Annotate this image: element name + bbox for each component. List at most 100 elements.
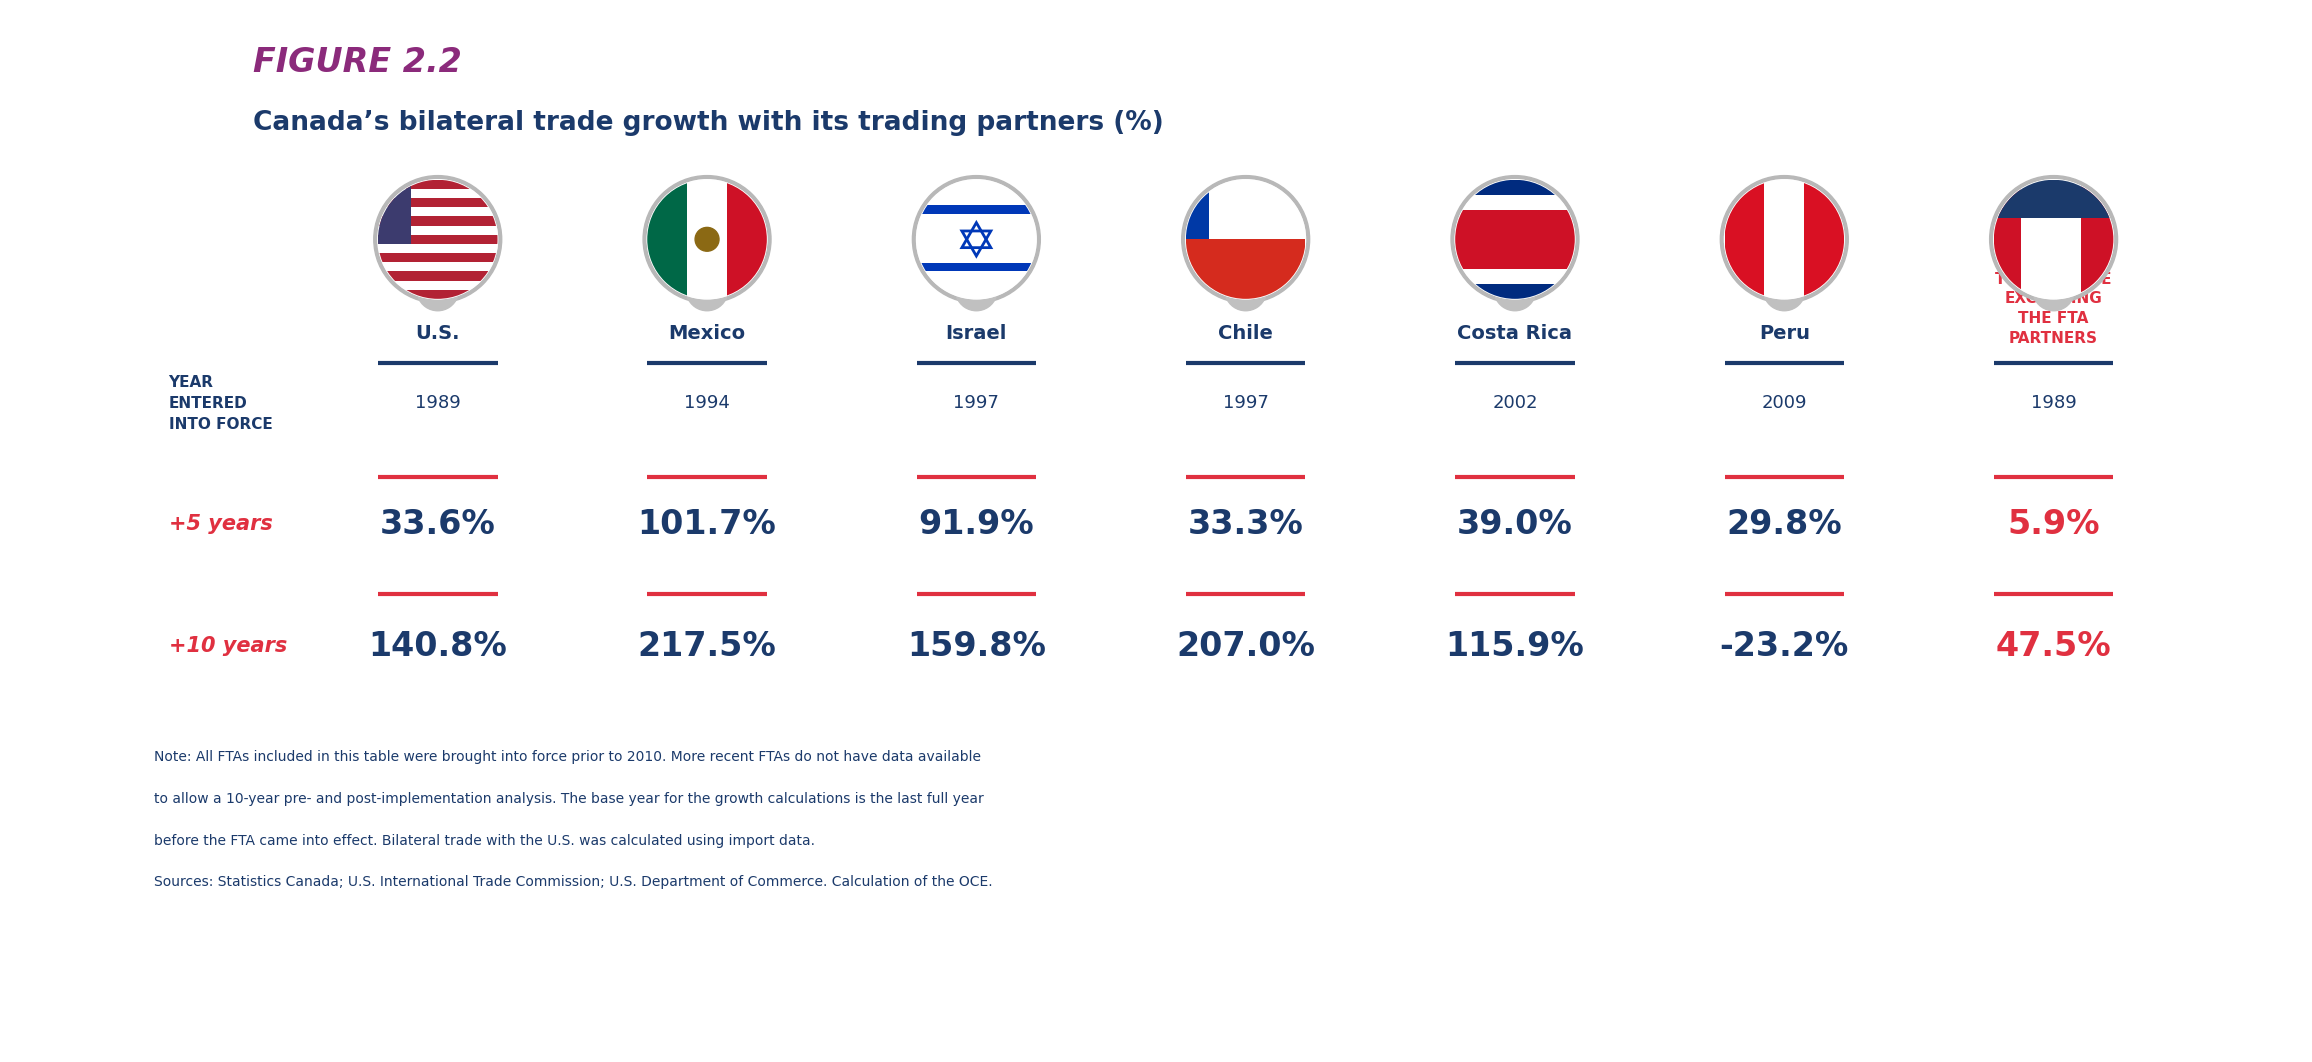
FancyBboxPatch shape (377, 207, 497, 217)
Circle shape (916, 179, 1036, 298)
Circle shape (1181, 175, 1309, 303)
Text: 140.8%: 140.8% (368, 630, 506, 663)
Circle shape (1991, 175, 2118, 303)
Text: Note: All FTAs included in this table were brought into force prior to 2010. Mor: Note: All FTAs included in this table we… (153, 750, 980, 765)
Wedge shape (957, 290, 996, 311)
Text: 159.8%: 159.8% (906, 630, 1045, 663)
FancyBboxPatch shape (377, 280, 497, 290)
Text: 207.0%: 207.0% (1177, 630, 1316, 663)
Circle shape (916, 179, 1036, 298)
Circle shape (647, 179, 768, 298)
Text: 2009: 2009 (1762, 394, 1808, 412)
Circle shape (643, 175, 770, 303)
FancyBboxPatch shape (377, 225, 497, 235)
FancyBboxPatch shape (1725, 179, 1764, 298)
Text: 91.9%: 91.9% (918, 508, 1033, 541)
Text: Canada’s bilateral trade growth with its trading partners (%): Canada’s bilateral trade growth with its… (254, 110, 1163, 136)
Text: 1997: 1997 (953, 394, 999, 412)
FancyBboxPatch shape (916, 262, 1036, 272)
Circle shape (1186, 179, 1306, 298)
Text: 47.5%: 47.5% (1995, 630, 2111, 663)
FancyBboxPatch shape (687, 179, 726, 298)
FancyBboxPatch shape (377, 235, 497, 244)
FancyBboxPatch shape (1993, 179, 2113, 219)
Text: 115.9%: 115.9% (1445, 630, 1584, 663)
Text: Peru: Peru (1759, 324, 1810, 343)
Circle shape (1993, 179, 2113, 298)
Wedge shape (1764, 290, 1803, 311)
Text: 33.6%: 33.6% (379, 508, 495, 541)
Circle shape (377, 179, 497, 298)
FancyBboxPatch shape (377, 262, 497, 272)
Circle shape (1720, 175, 1847, 303)
Circle shape (375, 175, 502, 303)
Wedge shape (687, 290, 726, 311)
Text: Israel: Israel (946, 324, 1008, 343)
Circle shape (696, 227, 719, 252)
Text: Mexico: Mexico (668, 324, 744, 343)
Text: Chile: Chile (1218, 324, 1274, 343)
FancyBboxPatch shape (377, 179, 412, 244)
FancyBboxPatch shape (1454, 284, 1574, 298)
FancyBboxPatch shape (1223, 179, 1343, 239)
FancyBboxPatch shape (377, 179, 497, 189)
Wedge shape (1225, 290, 1265, 311)
Text: 101.7%: 101.7% (638, 508, 777, 541)
FancyBboxPatch shape (2028, 179, 2081, 298)
Wedge shape (1496, 290, 1535, 311)
FancyBboxPatch shape (377, 290, 497, 298)
FancyBboxPatch shape (1186, 239, 1306, 298)
FancyBboxPatch shape (377, 199, 497, 207)
Text: 5.9%: 5.9% (2007, 508, 2099, 541)
FancyBboxPatch shape (2081, 179, 2115, 298)
Text: +5 years: +5 years (169, 514, 273, 534)
Text: FIGURE 2.2: FIGURE 2.2 (254, 46, 462, 79)
FancyBboxPatch shape (726, 179, 768, 298)
Text: TOTAL TRADE
EXCLUDING
THE FTA
PARTNERS: TOTAL TRADE EXCLUDING THE FTA PARTNERS (1995, 272, 2111, 346)
Text: 1997: 1997 (1223, 394, 1269, 412)
FancyBboxPatch shape (1454, 179, 1574, 194)
Text: +10 years: +10 years (169, 636, 287, 656)
Wedge shape (2035, 290, 2074, 311)
Text: before the FTA came into effect. Bilateral trade with the U.S. was calculated us: before the FTA came into effect. Bilater… (153, 834, 814, 847)
Text: 1994: 1994 (684, 394, 731, 412)
Text: 2002: 2002 (1491, 394, 1537, 412)
Circle shape (913, 175, 1040, 303)
FancyBboxPatch shape (377, 272, 497, 280)
FancyBboxPatch shape (377, 217, 497, 225)
FancyBboxPatch shape (1454, 194, 1574, 209)
FancyBboxPatch shape (1454, 209, 1574, 269)
FancyBboxPatch shape (1993, 179, 2021, 298)
Circle shape (1454, 179, 1574, 298)
FancyBboxPatch shape (916, 205, 1036, 215)
Circle shape (377, 179, 497, 298)
Circle shape (1452, 175, 1579, 303)
Text: 1989: 1989 (414, 394, 460, 412)
Text: to allow a 10-year pre- and post-implementation analysis. The base year for the : to allow a 10-year pre- and post-impleme… (153, 792, 983, 806)
Circle shape (1725, 179, 1845, 298)
Text: 39.0%: 39.0% (1457, 508, 1572, 541)
FancyBboxPatch shape (377, 189, 497, 199)
Circle shape (1186, 179, 1306, 298)
Circle shape (1454, 179, 1574, 298)
Text: Costa Rica: Costa Rica (1457, 324, 1572, 343)
Text: -23.2%: -23.2% (1720, 630, 1850, 663)
FancyBboxPatch shape (1454, 269, 1574, 284)
Circle shape (1993, 179, 2113, 298)
FancyBboxPatch shape (1764, 179, 1803, 298)
FancyBboxPatch shape (377, 253, 497, 262)
FancyBboxPatch shape (377, 244, 497, 253)
Wedge shape (418, 290, 458, 311)
Text: ★: ★ (1228, 203, 1239, 216)
Text: Sources: Statistics Canada; U.S. International Trade Commission; U.S. Department: Sources: Statistics Canada; U.S. Interna… (153, 875, 992, 889)
Text: 1989: 1989 (2030, 394, 2076, 412)
Text: U.S.: U.S. (416, 324, 460, 343)
FancyBboxPatch shape (1803, 179, 1845, 298)
Circle shape (1725, 179, 1845, 298)
Text: YEAR
ENTERED
INTO FORCE: YEAR ENTERED INTO FORCE (169, 375, 273, 431)
Text: 33.3%: 33.3% (1188, 508, 1304, 541)
Text: 217.5%: 217.5% (638, 630, 777, 663)
FancyBboxPatch shape (647, 179, 687, 298)
Text: 29.8%: 29.8% (1727, 508, 1843, 541)
FancyBboxPatch shape (1186, 179, 1209, 239)
